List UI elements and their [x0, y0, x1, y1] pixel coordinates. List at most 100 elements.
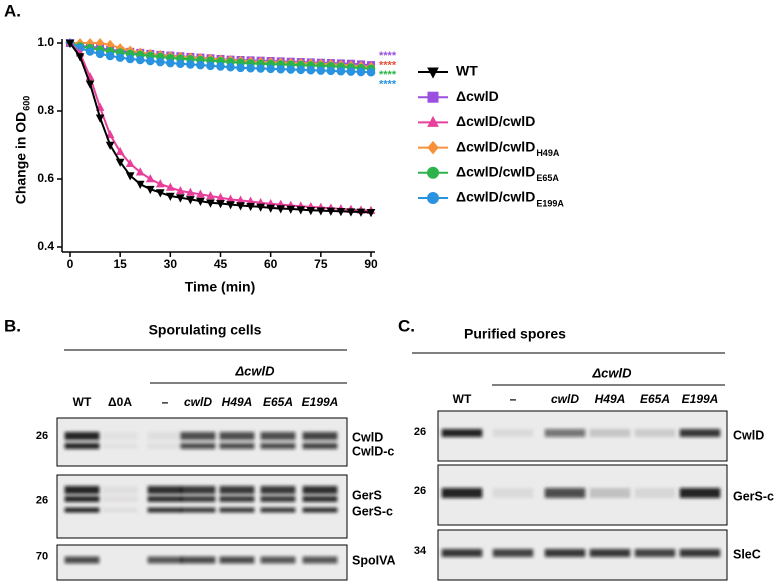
marker: [186, 187, 195, 196]
lane-label: –: [162, 395, 169, 409]
protein-label: SpoIVA: [352, 553, 396, 567]
band: [64, 556, 100, 564]
band: [492, 488, 534, 498]
lane-label: E65A: [263, 395, 293, 409]
group-label: ΔcwlD: [234, 363, 275, 378]
band: [260, 443, 296, 449]
lane-label: WT: [453, 392, 472, 406]
marker: [196, 60, 205, 70]
marker: [85, 47, 95, 56]
lane-label: cwlD: [551, 392, 579, 406]
panel-label: B.: [4, 316, 21, 335]
y-axis-label-sub: 600: [21, 96, 31, 111]
marker: [176, 194, 185, 203]
x-tick-label: 30: [164, 257, 178, 271]
marker: [95, 114, 105, 123]
lane-label: WT: [73, 395, 92, 409]
marker: [427, 115, 439, 127]
band: [260, 496, 296, 502]
panel-label: A.: [4, 1, 21, 20]
marker: [246, 202, 255, 212]
band: [147, 443, 183, 449]
marker: [176, 59, 185, 69]
significance-label: ****: [379, 59, 397, 71]
protein-label: CwlD-c: [352, 444, 394, 458]
lane-label: E199A: [302, 395, 339, 409]
band: [102, 496, 138, 502]
band: [219, 432, 255, 440]
marker: [95, 49, 105, 59]
band: [302, 507, 338, 513]
band: [102, 486, 138, 494]
blot-bands: [441, 549, 721, 557]
band: [147, 486, 183, 494]
marker: [346, 67, 356, 76]
significance-label: ****: [379, 78, 397, 90]
marker: [326, 207, 336, 216]
marker: [226, 62, 235, 72]
protein-label: CwlD: [352, 430, 383, 444]
marker: [206, 199, 215, 208]
marker: [125, 54, 135, 64]
marker: [135, 167, 145, 176]
marker: [236, 63, 245, 73]
band: [492, 549, 534, 557]
lane-label: cwlD: [184, 395, 212, 409]
blot-title: Sporulating cells: [149, 322, 262, 338]
marker: [336, 208, 346, 217]
band: [147, 496, 183, 502]
y-axis-label: Change in OD: [13, 112, 29, 205]
marker: [166, 182, 175, 191]
marker: [427, 91, 439, 103]
band: [260, 486, 296, 494]
band: [219, 507, 255, 513]
band: [441, 429, 483, 437]
marker: [276, 64, 286, 74]
legend-label-sub: E65A: [536, 173, 559, 183]
band: [544, 549, 586, 557]
legend-label: ΔcwlD/cwlD: [456, 138, 535, 154]
molecular-weight: 34: [414, 545, 427, 557]
lane-label: E65A: [640, 392, 670, 406]
marker: [266, 64, 275, 74]
legend-label: ΔcwlD/cwlD: [456, 164, 535, 180]
legend-label: ΔcwlD: [456, 88, 499, 104]
band: [147, 432, 183, 440]
x-tick-label: 15: [113, 257, 127, 271]
marker: [75, 53, 85, 62]
marker: [115, 158, 125, 167]
band: [180, 556, 216, 564]
x-tick-label: 0: [67, 257, 74, 271]
protein-label: SleC: [733, 547, 761, 561]
marker: [286, 205, 296, 214]
band: [589, 549, 631, 557]
marker: [145, 56, 155, 66]
marker: [196, 197, 205, 207]
marker: [65, 39, 75, 48]
band: [679, 488, 721, 498]
panel-label: C.: [398, 316, 415, 335]
band: [634, 488, 676, 498]
band: [180, 443, 216, 449]
marker: [346, 208, 356, 217]
band: [302, 556, 338, 564]
lane-label: Δ0A: [108, 395, 132, 409]
molecular-weight: 26: [36, 494, 48, 506]
marker: [85, 80, 95, 89]
marker: [326, 66, 336, 76]
band: [260, 432, 296, 440]
molecular-weight: 70: [36, 550, 48, 562]
blot-bands: [441, 429, 721, 437]
marker: [356, 67, 366, 77]
legend-label: ΔcwlD/cwlD: [456, 113, 535, 129]
band: [302, 496, 338, 502]
marker: [196, 189, 205, 198]
marker: [256, 64, 265, 73]
marker: [156, 57, 165, 67]
band: [634, 429, 676, 437]
molecular-weight: 26: [36, 430, 48, 442]
marker: [286, 65, 296, 74]
y-tick-label: 1.0: [37, 35, 54, 49]
x-axis-label: Time (min): [185, 279, 256, 295]
band: [64, 443, 100, 449]
